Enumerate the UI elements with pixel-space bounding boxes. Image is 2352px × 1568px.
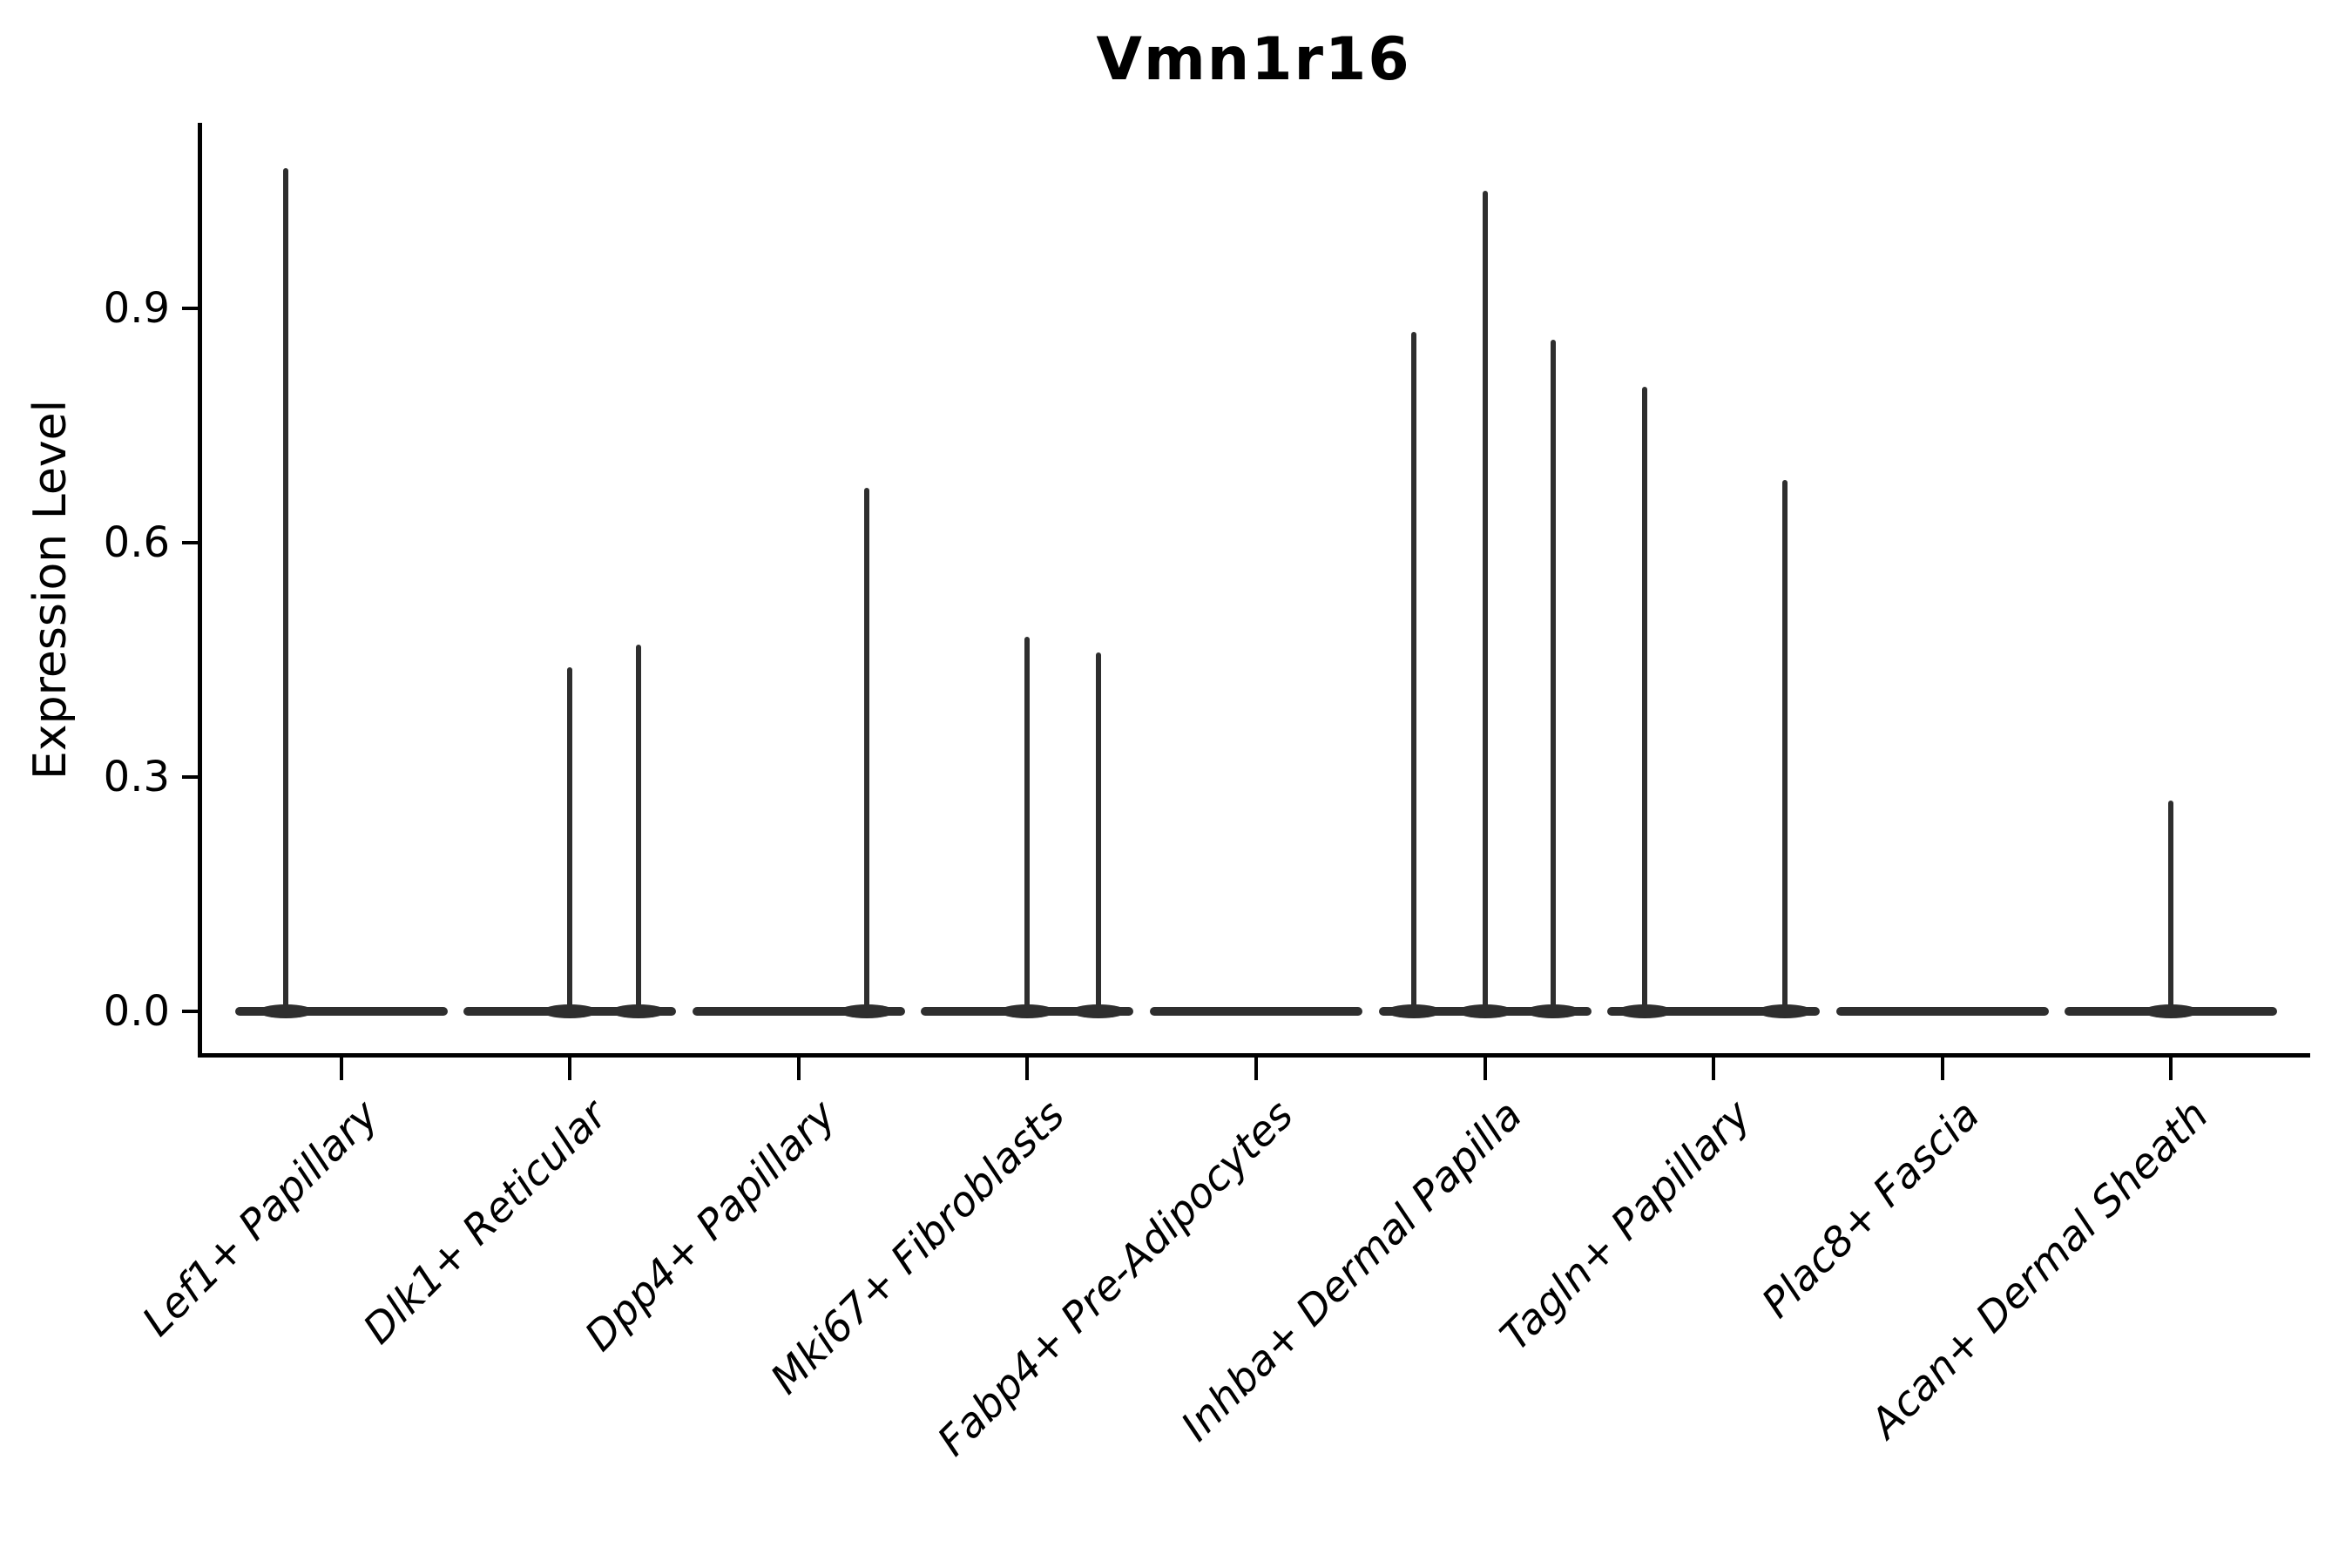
violin-spike [567,667,573,1011]
x-tick [796,1057,801,1080]
y-tick [181,1010,198,1013]
violin-spike [1551,339,1557,1011]
violin-base-bump [999,1004,1056,1018]
y-tick-label: 0.3 [103,752,170,801]
violin-base-bump [1386,1004,1443,1018]
violin-spike [1781,480,1788,1011]
chart-title: Vmn1r16 [1096,25,1411,94]
violin-baseline [692,1007,905,1016]
violin-spike [1024,636,1031,1011]
violin-base-bump [1456,1004,1513,1018]
violin-spike [635,644,641,1011]
x-tick [1483,1057,1487,1080]
x-tick [2169,1057,2173,1080]
y-tick [181,540,198,544]
x-category-label: Dlk1+ Reticular [354,1091,617,1354]
violin-base-bump [258,1004,314,1018]
violin-spike [1411,331,1417,1011]
x-axis-line [197,1052,2310,1058]
violin-base-bump [1525,1004,1582,1018]
violin-baseline [1149,1007,1362,1016]
x-tick [339,1057,343,1080]
violin-spike [1482,191,1488,1011]
y-tick-label: 0.9 [103,283,170,333]
violin-spike [864,488,870,1011]
x-tick [1940,1057,1944,1080]
x-tick [1712,1057,1716,1080]
violin-base-bump [1756,1004,1813,1018]
y-tick [181,774,198,779]
y-tick-label: 0.6 [103,517,170,567]
violin-base-bump [839,1004,896,1018]
violin-spike [1642,386,1648,1011]
violin-baseline [1607,1007,1821,1016]
violin-baseline [234,1007,448,1016]
violin-base-bump [1617,1004,1673,1018]
x-tick [568,1057,572,1080]
x-tick [1254,1057,1258,1080]
violin-base-bump [542,1004,598,1018]
violin-base-bump [610,1004,666,1018]
violin-base-bump [2143,1004,2200,1018]
violin-base-bump [1070,1004,1126,1018]
violin-baseline [1835,1007,2049,1016]
y-axis-line [197,123,202,1058]
violin-spike [283,167,289,1011]
x-tick [1025,1057,1030,1080]
violin-spike [1095,652,1101,1011]
violin-spike [2168,800,2174,1011]
y-tick-label: 0.0 [103,987,170,1036]
y-tick [181,306,198,310]
